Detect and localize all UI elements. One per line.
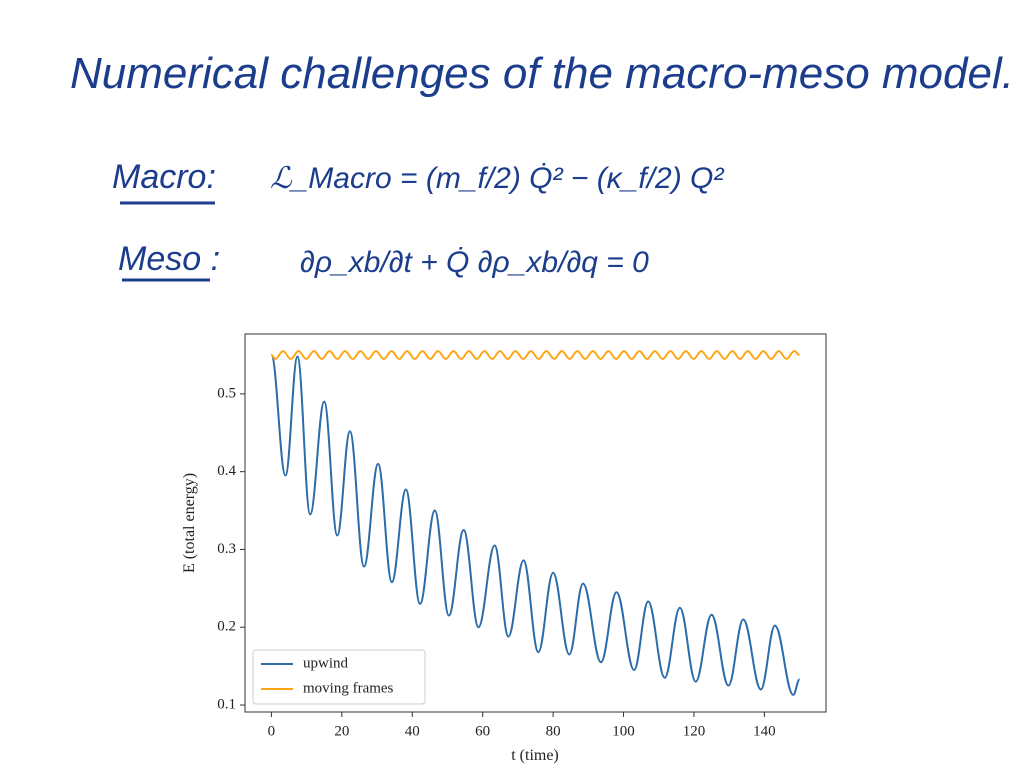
y-tick-label: 0.4 (217, 463, 236, 479)
x-tick-label: 80 (546, 723, 561, 739)
meso-equation: ∂ρ_xb/∂t + Q̇ ∂ρ_xb/∂q = 0 (300, 246, 649, 279)
x-tick-label: 40 (405, 723, 420, 739)
meso-label: Meso : (118, 240, 220, 278)
x-axis-label: t (time) (511, 747, 559, 764)
macro-equation: ℒ_Macro = (m_f/2) Q̇² − (κ_f/2) Q² (270, 162, 724, 195)
legend-label: moving frames (303, 680, 394, 696)
y-axis-label: E (total energy) (181, 473, 198, 573)
series-line (271, 350, 800, 360)
x-tick-label: 120 (683, 723, 706, 739)
x-tick-label: 140 (753, 723, 776, 739)
x-tick-label: 20 (334, 723, 349, 739)
x-tick-label: 100 (612, 723, 635, 739)
y-tick-label: 0.2 (217, 619, 236, 635)
legend-box (252, 649, 426, 705)
chart: t (time) E (total energy) 0 20 40 60 80 100 12… (181, 333, 827, 764)
plot-frame (244, 333, 827, 713)
y-tick-label: 0.5 (217, 385, 236, 401)
series-line (270, 354, 801, 696)
x-tick-label: 0 (268, 723, 276, 739)
x-tick-label: 60 (475, 723, 490, 739)
legend-label: upwind (303, 655, 349, 671)
y-tick-label: 0.1 (217, 696, 236, 712)
macro-label: Macro: (112, 158, 216, 196)
y-tick-label: 0.3 (217, 541, 236, 557)
slide-title: Numerical challenges of the macro-meso m… (70, 49, 1014, 98)
